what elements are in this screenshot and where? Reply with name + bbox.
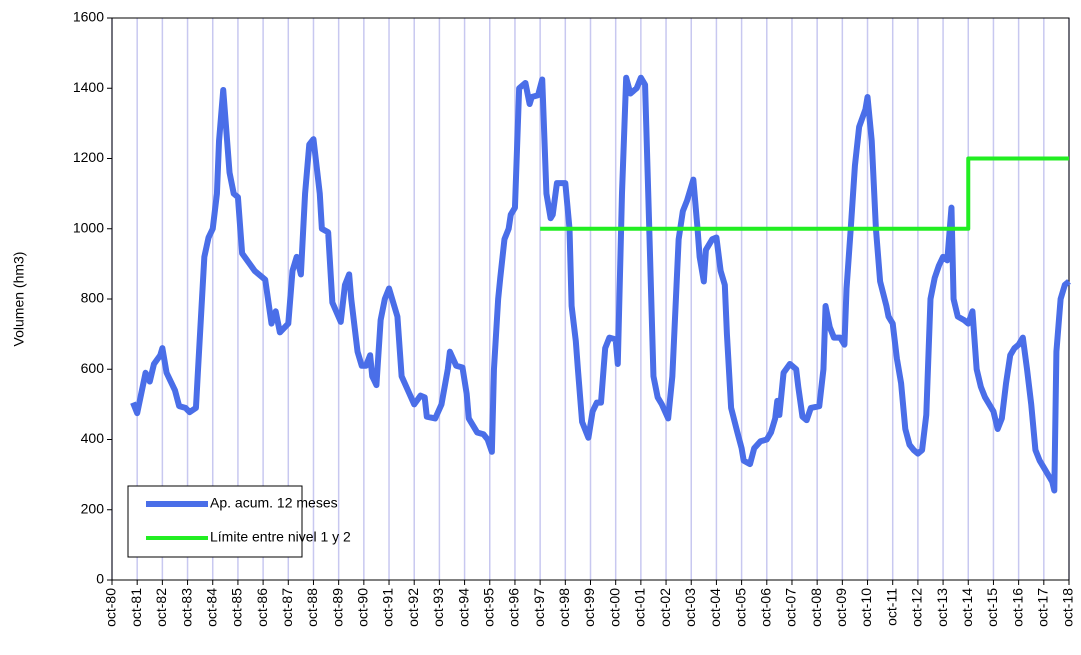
y-tick-label: 1400	[73, 79, 104, 95]
x-tick-label: oct-07	[783, 588, 799, 627]
x-tick-label: oct-03	[682, 588, 698, 627]
x-tick-label: oct-98	[556, 588, 572, 627]
x-tick-label: oct-17	[1035, 588, 1051, 627]
x-tick-label: oct-96	[506, 588, 522, 627]
x-tick-label: oct-88	[304, 588, 320, 627]
y-tick-label: 600	[81, 360, 105, 376]
x-tick-label: oct-95	[480, 588, 496, 627]
x-tick-label: oct-12	[909, 588, 925, 627]
x-tick-label: oct-97	[531, 588, 547, 627]
x-tick-label: oct-99	[581, 588, 597, 627]
x-tick-label: oct-90	[355, 588, 371, 627]
x-tick-label: oct-87	[279, 588, 295, 627]
x-tick-label: oct-15	[984, 588, 1000, 627]
x-tick-label: oct-00	[606, 588, 622, 627]
x-tick-label: oct-06	[757, 588, 773, 627]
legend-label: Límite entre nivel 1 y 2	[210, 529, 351, 545]
x-tick-label: oct-08	[808, 588, 824, 627]
x-tick-label: oct-93	[430, 588, 446, 627]
x-tick-label: oct-94	[455, 588, 471, 627]
x-tick-label: oct-01	[632, 588, 648, 627]
data-line	[540, 156, 1069, 231]
legend-box	[127, 485, 303, 558]
y-tick-label: 1600	[73, 9, 104, 25]
x-tick-label: oct-81	[128, 588, 144, 627]
legend-label: Ap. acum. 12 meses	[210, 495, 338, 511]
x-tick-label: oct-04	[707, 588, 723, 627]
x-tick-label: oct-11	[883, 588, 899, 626]
data-line	[130, 74, 1071, 494]
x-tick-label: oct-18	[1060, 588, 1076, 627]
x-tick-label: oct-02	[657, 588, 673, 627]
x-tick-label: oct-05	[732, 588, 748, 627]
y-tick-label: 1000	[73, 219, 104, 235]
x-tick-label: oct-86	[254, 588, 270, 627]
x-tick-label: oct-89	[329, 588, 345, 627]
y-tick-label: 0	[96, 571, 104, 587]
y-tick-label: 400	[81, 430, 105, 446]
x-tick-label: oct-13	[934, 588, 950, 627]
x-tick-label: oct-16	[1009, 588, 1025, 627]
y-tick-label: 800	[81, 290, 105, 306]
x-tick-label: oct-91	[380, 588, 396, 627]
plot-frame	[111, 17, 1070, 581]
x-tick-label: oct-14	[959, 588, 975, 627]
x-tick-label: oct-82	[153, 588, 169, 627]
y-axis-label: Volumen (hm3)	[11, 252, 27, 347]
x-tick-label: oct-80	[103, 588, 119, 627]
x-tick-label: oct-92	[405, 588, 421, 627]
y-tick-label: 200	[81, 500, 105, 516]
x-tick-label: oct-85	[229, 588, 245, 627]
x-tick-label: oct-83	[178, 588, 194, 627]
x-tick-label: oct-10	[858, 588, 874, 627]
x-tick-label: oct-09	[833, 588, 849, 627]
x-tick-label: oct-84	[203, 588, 219, 627]
y-tick-label: 1200	[73, 149, 104, 165]
